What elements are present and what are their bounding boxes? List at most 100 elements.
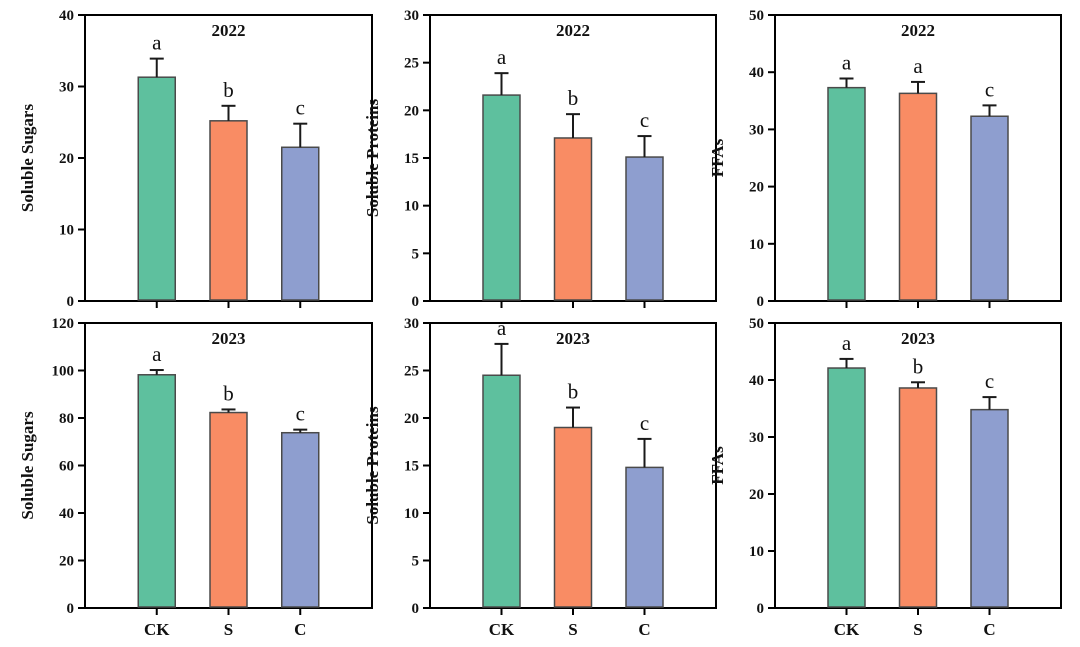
x-tick-label: C — [983, 620, 995, 639]
y-tick-label: 0 — [757, 294, 765, 310]
x-tick-label: CK — [489, 620, 515, 639]
y-tick-label: 40 — [59, 8, 74, 24]
y-axis-label: FFAs — [708, 138, 727, 177]
bar-c — [281, 431, 320, 608]
y-tick-label: 20 — [749, 180, 764, 196]
y-tick-label: 120 — [52, 316, 75, 332]
y-tick-label: 40 — [59, 506, 74, 522]
bar-s — [898, 92, 938, 301]
y-tick-label: 15 — [404, 151, 419, 167]
significance-letter: a — [497, 45, 507, 69]
y-tick-label: 0 — [412, 294, 420, 310]
bar-ck — [827, 86, 866, 301]
y-tick-label: 5 — [412, 554, 420, 570]
panel-soluble-proteins-2023: 0 5 10 15 20 25 30 Soluble Proteins 2023 a CK b Sc C — [363, 316, 717, 639]
bar-c — [625, 466, 664, 608]
y-tick-label: 30 — [404, 8, 419, 24]
bar-s — [553, 426, 593, 608]
significance-letter: c — [640, 108, 649, 132]
y-tick-label: 10 — [404, 506, 419, 522]
panel-title: 2022 — [212, 21, 246, 40]
y-tick-label: 0 — [67, 294, 75, 310]
panel-title: 2023 — [556, 329, 590, 348]
y-tick-label: 20 — [59, 151, 74, 167]
significance-letter: a — [913, 54, 923, 78]
significance-letter: c — [985, 77, 994, 101]
y-tick-label: 0 — [757, 601, 765, 617]
significance-letter: a — [497, 316, 507, 340]
panel-ffas-2022: 0 10 20 30 40 50 FFAs 2022 a a c — [708, 8, 1062, 310]
bar-c — [970, 408, 1009, 608]
y-tick-label: 20 — [404, 103, 419, 119]
bar-ck — [482, 94, 521, 301]
x-tick-label: S — [913, 620, 922, 639]
bar-s — [209, 411, 248, 608]
y-tick-label: 60 — [59, 459, 74, 475]
bar-s — [209, 120, 248, 301]
significance-letter: c — [985, 369, 994, 393]
y-tick-label: 5 — [412, 246, 420, 262]
significance-letter: b — [223, 381, 234, 405]
significance-letter: b — [568, 380, 579, 404]
y-tick-label: 10 — [59, 223, 74, 239]
y-tick-label: 10 — [749, 544, 764, 560]
x-tick-label: C — [638, 620, 650, 639]
y-axis-label: Soluble Proteins — [363, 406, 382, 525]
y-tick-label: 15 — [404, 459, 419, 475]
panel-title: 2022 — [556, 21, 590, 40]
y-axis-label: Soluble Sugars — [18, 104, 37, 213]
panel-soluble-sugars-2022: 0 10 20 30 40 Soluble Sugars 2022 a b c — [18, 8, 373, 310]
x-tick-label: S — [224, 620, 233, 639]
bar-ck — [137, 374, 176, 608]
x-tick-label: CK — [144, 620, 170, 639]
y-axis-label: Soluble Sugars — [18, 411, 37, 520]
bar-ck — [827, 367, 866, 608]
y-axis-label: Soluble Proteins — [363, 99, 382, 218]
significance-letter: a — [842, 50, 852, 74]
significance-letter: b — [568, 86, 579, 110]
bar-c — [281, 146, 320, 301]
panel-soluble-sugars-2023: 0 20 40 60 80 100 120 Soluble Sugars 2023 a CK b Sc C — [18, 316, 373, 639]
y-tick-label: 80 — [59, 411, 74, 427]
significance-letter: a — [152, 342, 162, 366]
y-tick-label: 30 — [749, 430, 764, 446]
y-axis-label: FFAs — [708, 446, 727, 485]
y-tick-label: 30 — [749, 122, 764, 138]
significance-letter: b — [913, 354, 924, 378]
y-tick-label: 40 — [749, 65, 764, 81]
panel-title: 2023 — [901, 329, 935, 348]
y-tick-label: 30 — [404, 316, 419, 332]
x-tick-label: C — [294, 620, 306, 639]
y-tick-label: 25 — [404, 56, 419, 72]
y-tick-label: 20 — [59, 554, 74, 570]
y-tick-label: 50 — [749, 316, 764, 332]
panel-title: 2022 — [901, 21, 935, 40]
significance-letter: c — [296, 402, 305, 426]
x-tick-label: CK — [834, 620, 860, 639]
significance-letter: c — [640, 411, 649, 435]
panel-title: 2023 — [212, 329, 246, 348]
panel-ffas-2023: 0 10 20 30 40 50 FFAs 2023 a CK b Sc C — [708, 316, 1062, 639]
y-tick-label: 0 — [412, 601, 420, 617]
y-tick-label: 10 — [404, 199, 419, 215]
significance-letter: a — [842, 331, 852, 355]
y-tick-label: 0 — [67, 601, 75, 617]
y-tick-label: 30 — [59, 80, 74, 96]
significance-letter: a — [152, 31, 162, 55]
y-tick-label: 40 — [749, 373, 764, 389]
significance-letter: b — [223, 78, 234, 102]
bar-c — [625, 156, 664, 301]
bar-s — [898, 387, 938, 608]
y-tick-label: 100 — [52, 364, 75, 380]
significance-letter: c — [296, 96, 305, 120]
y-tick-label: 50 — [749, 8, 764, 24]
y-tick-label: 25 — [404, 364, 419, 380]
y-tick-label: 10 — [749, 237, 764, 253]
y-tick-label: 20 — [404, 411, 419, 427]
x-tick-label: S — [568, 620, 577, 639]
bar-ck — [137, 76, 176, 301]
bar-c — [970, 115, 1009, 301]
bar-s — [553, 137, 593, 301]
